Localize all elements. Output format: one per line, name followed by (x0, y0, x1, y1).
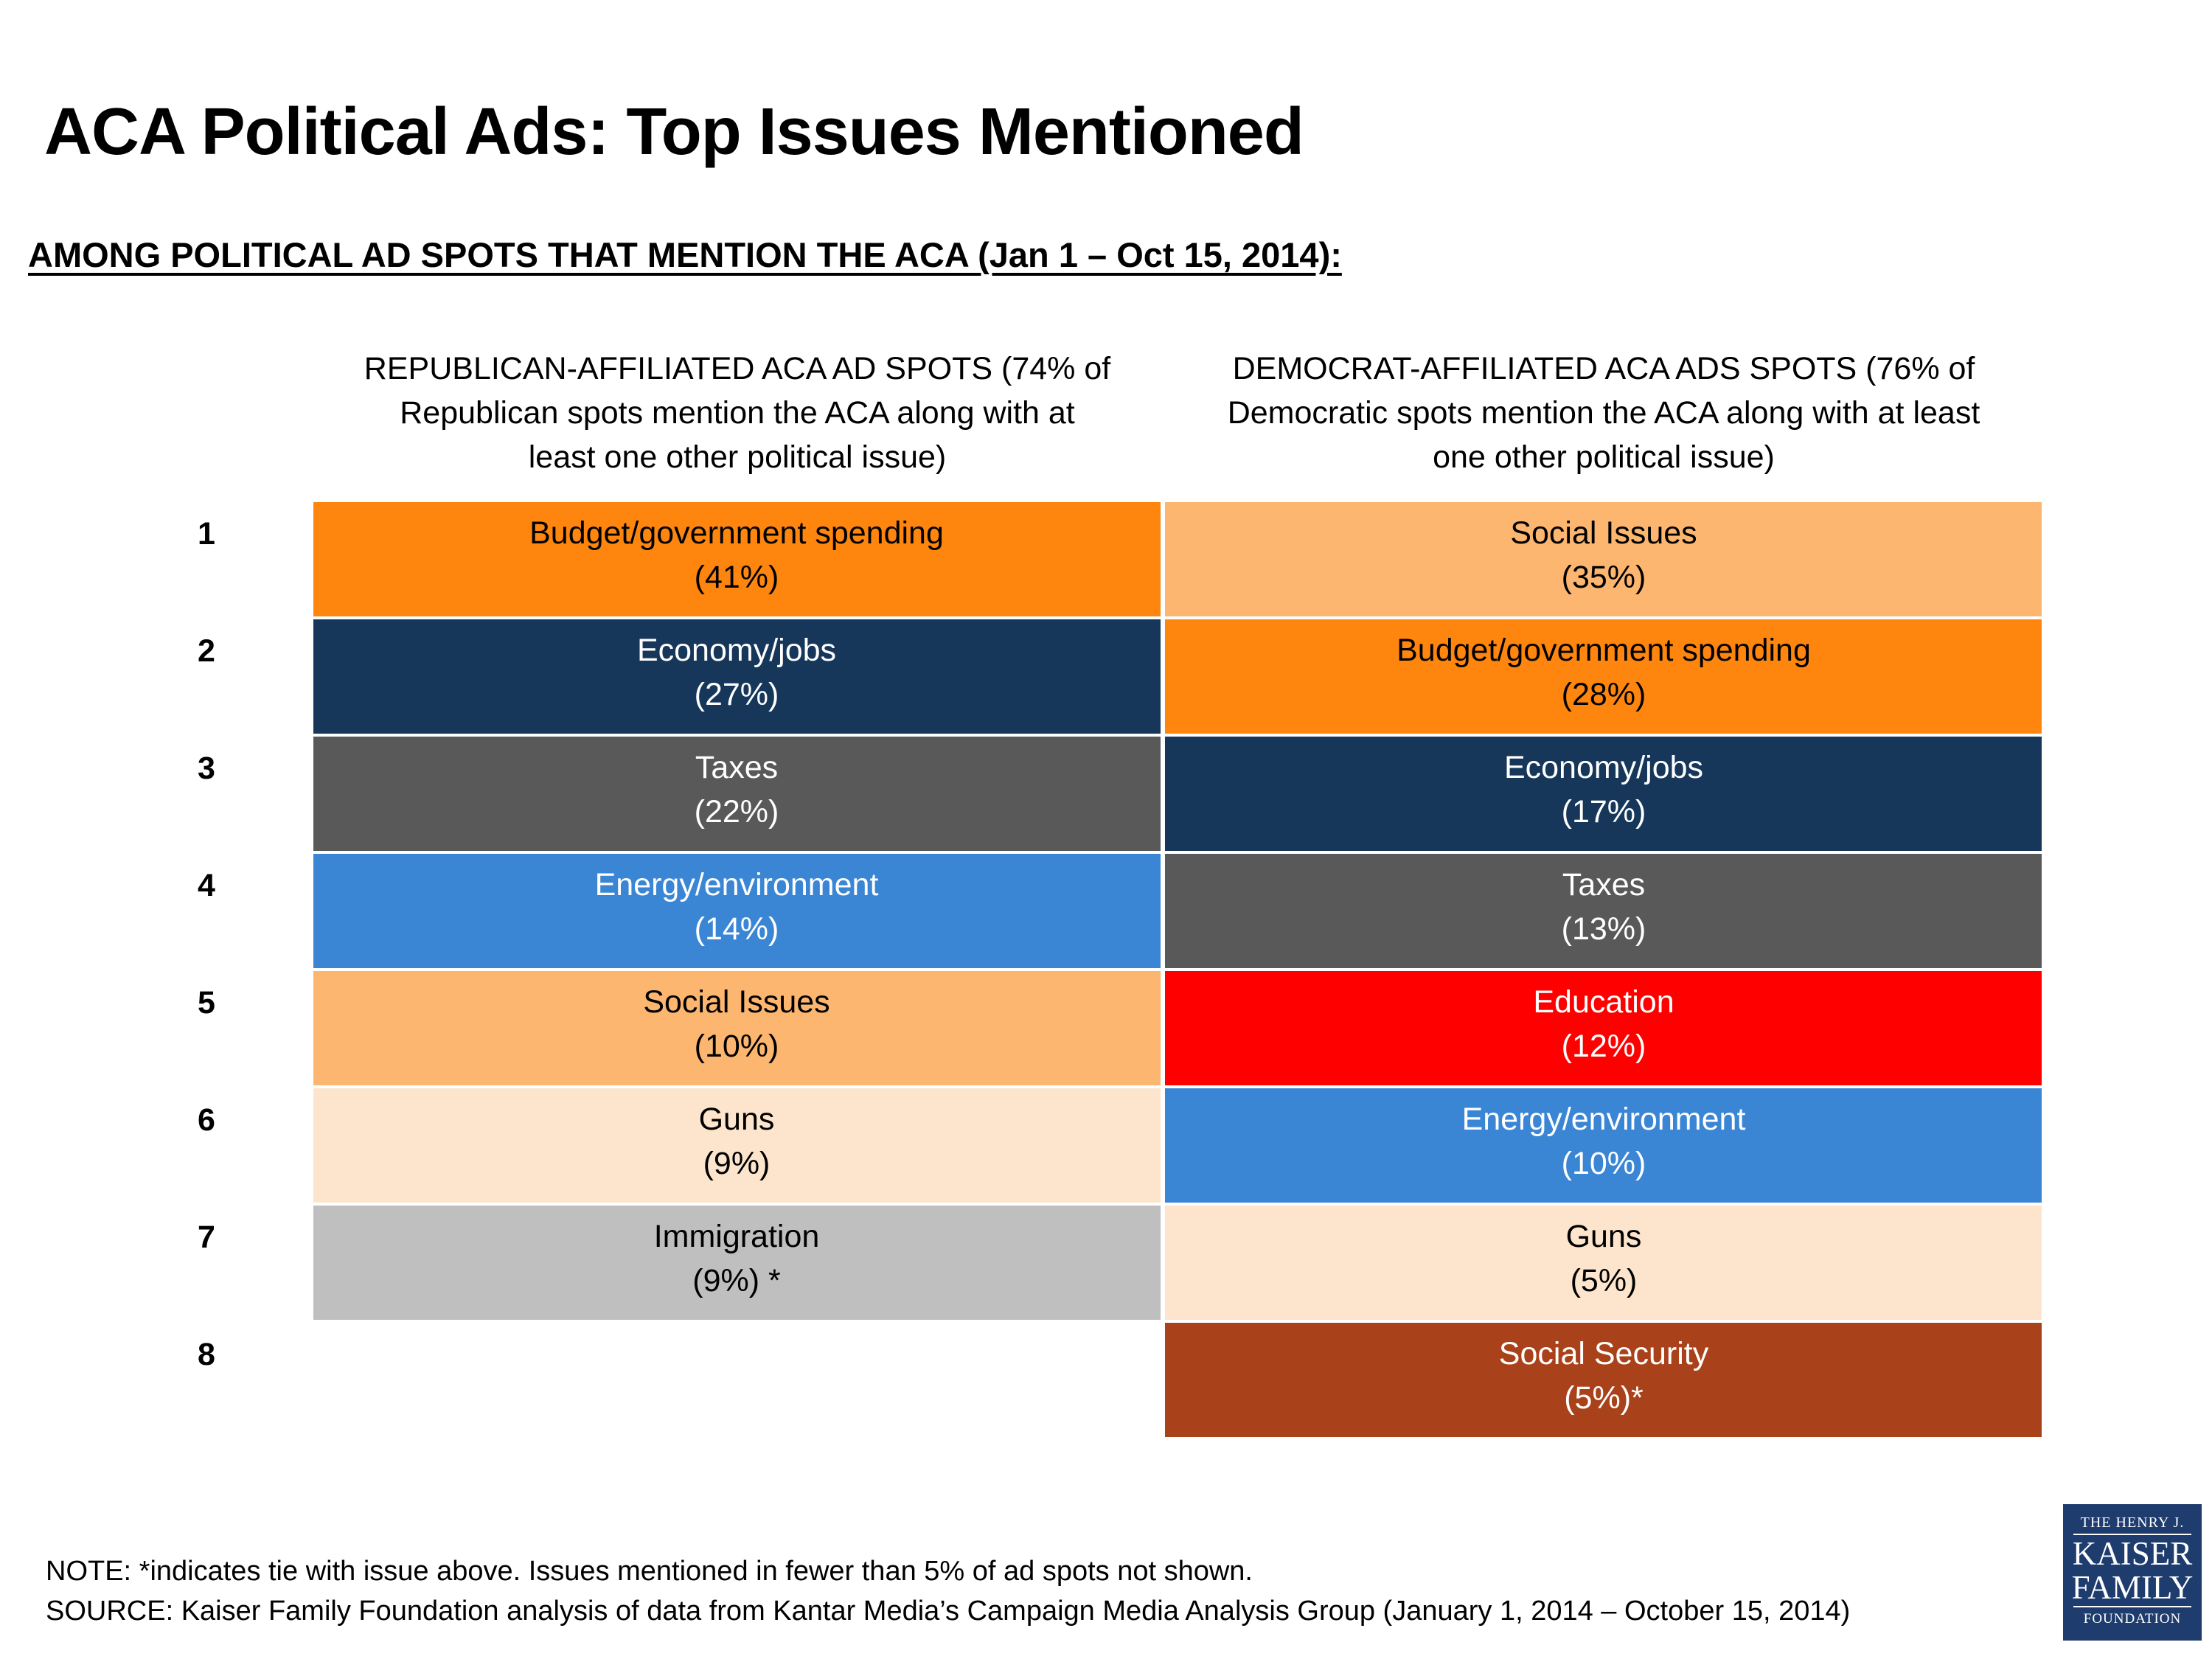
republican-issue-cell (310, 851, 1164, 971)
democrat-issue-cell (1162, 1320, 2045, 1440)
rank-label: 6 (198, 1102, 215, 1138)
footnote: NOTE: *indicates tie with issue above. I… (46, 1556, 1253, 1587)
democrat-issue-value: (10%) (1562, 1146, 1646, 1181)
source-note: SOURCE: Kaiser Family Foundation analysi… (46, 1596, 1851, 1627)
democrat-issue-value: (13%) (1562, 911, 1646, 947)
issues-table-chart: Budget/government spending (41%) Economy/j… (310, 499, 2045, 1440)
republican-issue-value: (10%) (695, 1029, 779, 1064)
logo-rule (2073, 1606, 2191, 1607)
rank-label: 5 (198, 985, 215, 1020)
democrat-issue-label: Economy/jobs (1504, 750, 1703, 785)
republican-issue-label: Energy/environment (595, 867, 879, 902)
republican-issue-value: (41%) (695, 560, 779, 595)
page-subtitle: AMONG POLITICAL AD SPOTS THAT MENTION TH… (28, 235, 1342, 274)
republican-issue-value: (9%) * (692, 1263, 781, 1298)
democrat-issue-label: Taxes (1562, 867, 1645, 902)
logo-line: KAISER (2072, 1535, 2193, 1572)
republican-header-line: REPUBLICAN-AFFILIATED ACA AD SPOTS (74% … (364, 351, 1111, 386)
democrat-issue-cell (1162, 734, 2045, 854)
logo-line: FOUNDATION (2083, 1611, 2182, 1627)
republican-issue-value: (9%) (703, 1146, 771, 1181)
democrat-issue-label: Guns (1566, 1219, 1642, 1254)
democrat-header-line: one other political issue) (1433, 439, 1775, 475)
democrat-issue-value: (5%) (1571, 1263, 1638, 1298)
democrat-issue-label: Social Issues (1510, 515, 1697, 551)
republican-issue-label: Budget/government spending (529, 515, 944, 551)
republican-header-line: least one other political issue) (528, 439, 947, 475)
rank-label: 3 (198, 751, 215, 786)
rank-label: 1 (198, 516, 215, 552)
democrat-issue-cell (1162, 968, 2045, 1088)
logo-line: FAMILY (2071, 1569, 2194, 1606)
democrat-issue-value: (17%) (1562, 794, 1646, 830)
republican-issue-value: (22%) (695, 794, 779, 830)
democrat-issue-cell (1162, 499, 2045, 619)
democrat-issue-value: (35%) (1562, 560, 1646, 595)
republican-issue-label: Immigration (654, 1219, 820, 1254)
democrat-header-line: Democratic spots mention the ACA along w… (1227, 395, 1980, 431)
democrat-issue-cell (1162, 1203, 2045, 1323)
republican-column-header: REPUBLICAN-AFFILIATED ACA AD SPOTS (74% … (313, 347, 1161, 479)
rank-label: 2 (198, 633, 215, 669)
democrat-issue-value: (12%) (1562, 1029, 1646, 1064)
democrat-issue-value: (5%)* (1564, 1380, 1644, 1416)
republican-header-line: Republican spots mention the ACA along w… (400, 395, 1075, 431)
page-title: ACA Political Ads: Top Issues Mentioned (44, 95, 1304, 169)
republican-issue-label: Guns (699, 1102, 775, 1137)
republican-issue-cell (310, 968, 1164, 1088)
republican-issue-cell (310, 1085, 1164, 1206)
republican-issue-label: Economy/jobs (637, 633, 836, 668)
democrat-issue-label: Budget/government spending (1397, 633, 1811, 668)
republican-issue-label: Taxes (695, 750, 778, 785)
democrat-header-line: DEMOCRAT-AFFILIATED ACA ADS SPOTS (76% o… (1232, 351, 1975, 386)
democrat-issue-label: Education (1533, 984, 1674, 1020)
rank-label: 7 (198, 1220, 215, 1255)
kff-logo: THE HENRY J. KAISER FAMILY FOUNDATION (2063, 1504, 2202, 1641)
democrat-issue-label: Energy/environment (1462, 1102, 1746, 1137)
republican-issue-value: (27%) (695, 677, 779, 712)
democrat-issue-cell (1162, 1085, 2045, 1206)
democrat-issue-value: (28%) (1562, 677, 1646, 712)
democrat-issue-cell (1162, 616, 2045, 737)
democrat-column-header: DEMOCRAT-AFFILIATED ACA ADS SPOTS (76% o… (1165, 347, 2042, 479)
republican-issue-label: Social Issues (643, 984, 830, 1020)
republican-issue-value: (14%) (695, 911, 779, 947)
republican-issue-cell (310, 1203, 1164, 1323)
logo-line: THE HENRY J. (2080, 1514, 2185, 1531)
logo-rule (2073, 1534, 2191, 1535)
rank-label: 4 (198, 868, 215, 903)
democrat-issue-cell (1162, 851, 2045, 971)
democrat-issue-label: Social Security (1499, 1336, 1709, 1371)
rank-label: 8 (198, 1337, 215, 1372)
